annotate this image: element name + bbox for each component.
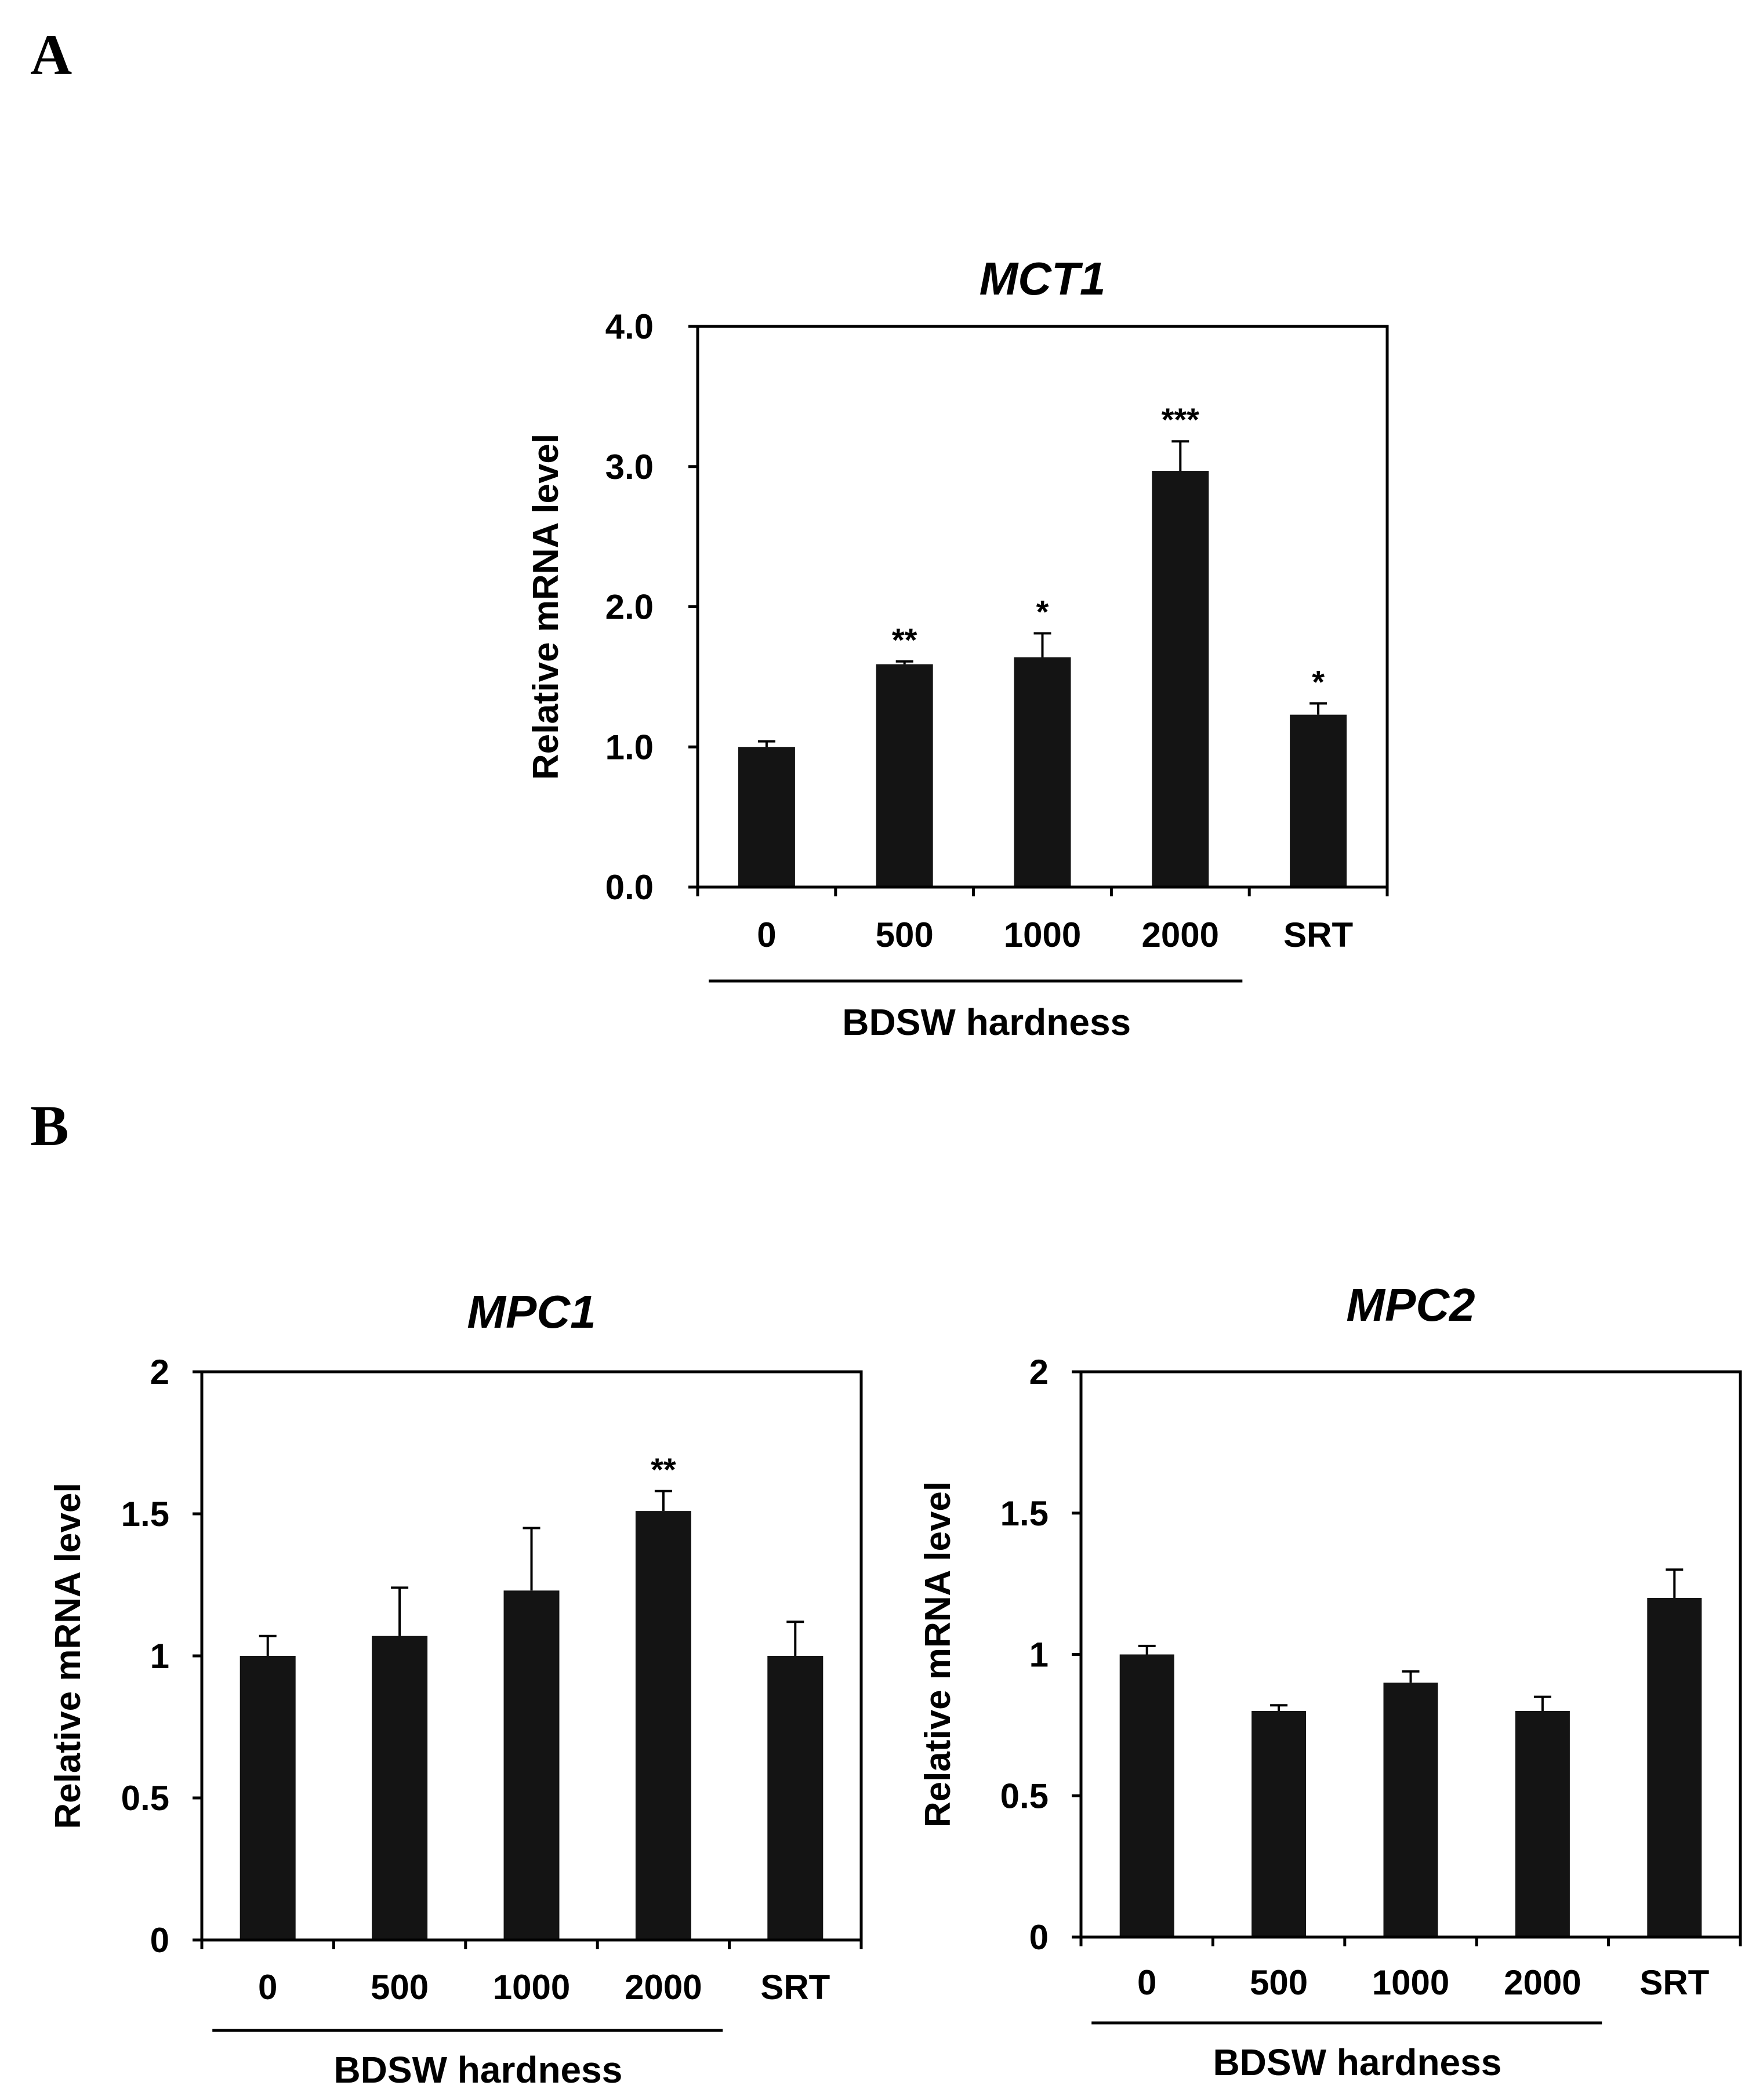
y-tick-label: 1 [150, 1637, 169, 1676]
category-label: SRT [760, 1968, 830, 2007]
category-label: 2000 [625, 1968, 702, 2007]
y-tick-label: 0.5 [121, 1779, 169, 1818]
chart-mct1: MCT1 Relative mRNA level 0.0 1.0 2.0 3.0 4.0 0 *… [526, 253, 1389, 1043]
bar-2000 [635, 1511, 691, 1940]
category-label: SRT [1283, 915, 1353, 954]
bar-500 [372, 1636, 428, 1940]
bar-0 [738, 747, 795, 887]
bar-1000 [503, 1590, 560, 1940]
bar-500 [876, 664, 933, 887]
y-tick-label: 2 [150, 1353, 169, 1391]
category-label: 500 [1250, 1963, 1308, 2002]
y-tick-label: 1.5 [121, 1495, 169, 1534]
category-label: 500 [876, 915, 934, 954]
category-label: 0 [757, 915, 776, 954]
bar-1000 [1383, 1683, 1438, 1937]
bar-2000 [1515, 1711, 1570, 1937]
category-label: 0 [258, 1968, 277, 2007]
panel-letter-b: B [30, 1093, 69, 1158]
category-label: SRT [1639, 1963, 1709, 2002]
y-axis-label: Relative mRNA level [918, 1481, 958, 1827]
group-label: BDSW hardness [333, 2049, 622, 2091]
y-axis-label: Relative mRNA level [526, 434, 566, 780]
y-tick-label: 2.0 [605, 588, 654, 627]
bar-2000 [1152, 471, 1209, 887]
bar-500 [1251, 1711, 1307, 1937]
y-tick-label: 1.5 [1000, 1494, 1049, 1533]
plot-frame [1079, 1370, 1742, 1939]
group-label: BDSW hardness [842, 1001, 1131, 1043]
y-tick-label: 0 [150, 1921, 169, 1960]
y-tick-label: 0.5 [1000, 1776, 1049, 1815]
category-label: 1000 [1372, 1963, 1449, 2002]
y-tick-label: 3.0 [605, 448, 654, 486]
bar-SRT [1647, 1598, 1702, 1937]
significance-marker: *** [1162, 401, 1200, 438]
y-tick-label: 1 [1029, 1636, 1049, 1674]
y-tick-label: 0.0 [605, 868, 654, 907]
significance-marker: ** [651, 1451, 676, 1488]
chart-title: MCT1 [980, 253, 1106, 304]
y-tick-label: 1.0 [605, 728, 654, 766]
group-label: BDSW hardness [1213, 2041, 1501, 2083]
y-tick-label: 2 [1029, 1353, 1049, 1391]
y-axis-label: Relative mRNA level [48, 1483, 88, 1829]
y-tick-label: 4.0 [605, 307, 654, 346]
significance-marker: * [1036, 593, 1049, 630]
chart-title: MPC2 [1346, 1279, 1475, 1331]
category-label: 500 [371, 1968, 429, 2007]
bar-SRT [1290, 714, 1347, 887]
panel-letter-a: A [30, 23, 72, 87]
category-label: 2000 [1142, 915, 1219, 954]
category-label: 1000 [1004, 915, 1081, 954]
bar-SRT [767, 1656, 824, 1940]
significance-marker: * [1312, 663, 1325, 700]
chart-mpc2: MPC2 Relative mRNA level 0 0.5 1 1.5 2 0 500 1000… [918, 1279, 1742, 2083]
bar-1000 [1014, 657, 1071, 887]
plot-frame [200, 1370, 863, 1942]
category-label: 0 [1137, 1963, 1156, 2002]
y-tick-label: 0 [1029, 1918, 1049, 1957]
category-label: 1000 [493, 1968, 570, 2007]
chart-title: MPC1 [467, 1286, 596, 1338]
plot-frame [696, 325, 1389, 889]
chart-mpc1: MPC1 Relative mRNA level 0 0.5 1 1.5 2 0 500 1000… [48, 1286, 863, 2091]
bar-0 [1119, 1654, 1174, 1937]
category-label: 2000 [1504, 1963, 1581, 2002]
significance-marker: ** [892, 622, 917, 658]
bar-0 [240, 1656, 296, 1940]
